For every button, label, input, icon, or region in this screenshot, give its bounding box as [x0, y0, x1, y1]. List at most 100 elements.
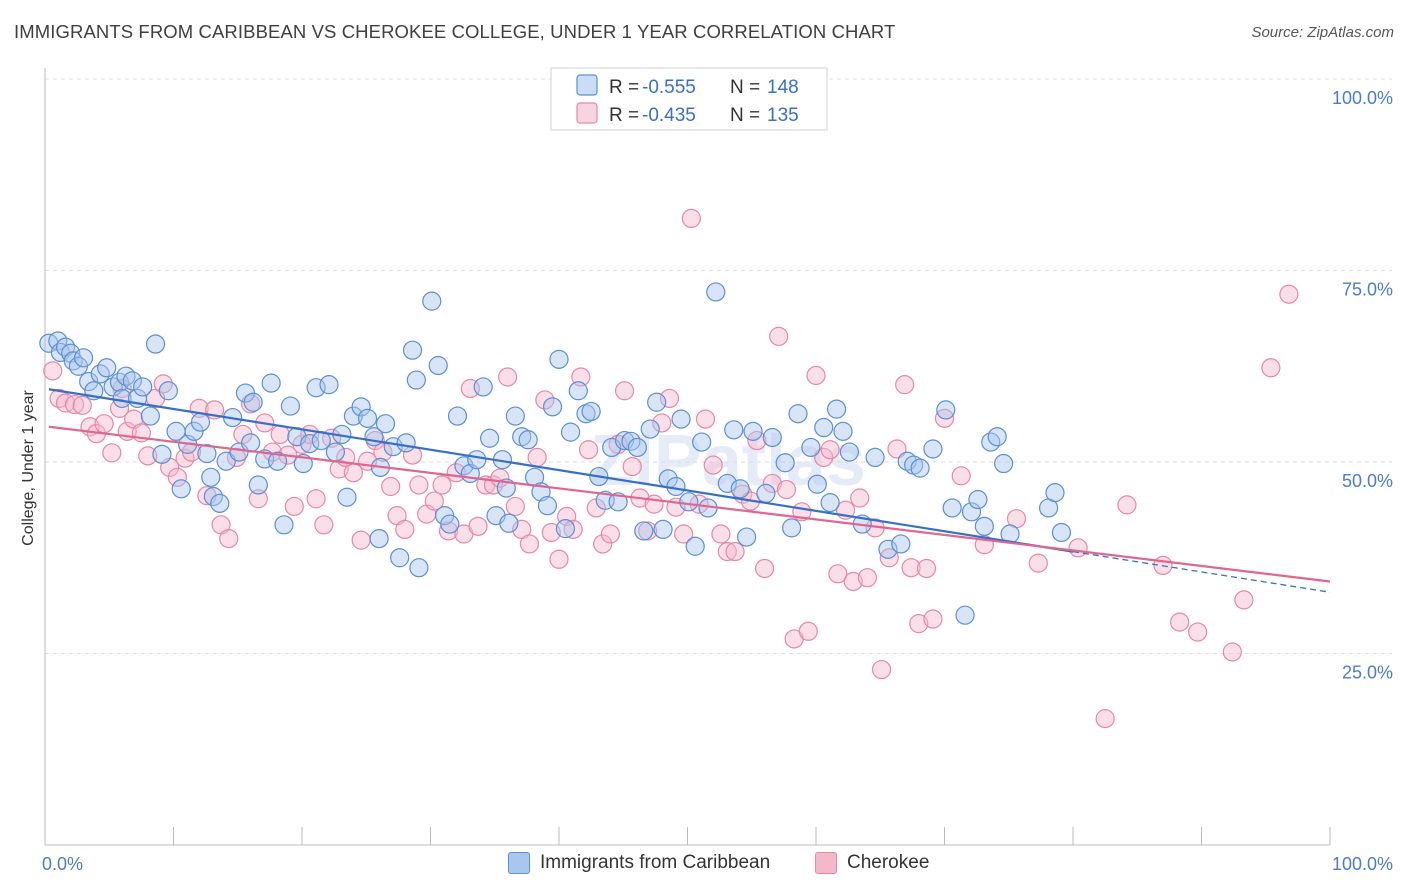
trend-line-caribbean-extension — [1072, 550, 1331, 593]
data-point — [807, 474, 827, 494]
data-point — [535, 390, 555, 410]
data-point — [640, 419, 660, 439]
data-point — [248, 489, 268, 509]
data-point — [901, 558, 921, 578]
data-point — [138, 446, 158, 466]
data-point — [788, 404, 808, 424]
data-point — [627, 437, 647, 458]
data-point — [145, 334, 166, 354]
data-point — [171, 479, 191, 499]
data-point — [43, 361, 63, 381]
data-point — [857, 568, 878, 588]
data-point — [942, 498, 962, 518]
data-point — [1170, 612, 1190, 632]
caribbean-points — [39, 282, 1072, 625]
bottom-legend-cherokee: Cherokee — [815, 852, 929, 874]
data-point — [337, 487, 357, 507]
data-point — [406, 370, 426, 390]
data-point — [549, 349, 569, 369]
legend-n-label-2: N = — [730, 105, 760, 126]
data-point — [936, 400, 956, 420]
data-point — [314, 515, 334, 535]
data-point — [706, 282, 726, 302]
data-point — [737, 527, 757, 547]
data-point — [801, 437, 821, 458]
data-point — [814, 417, 834, 438]
data-point — [961, 502, 982, 522]
data-point — [241, 433, 261, 453]
trend-lines — [48, 388, 1331, 593]
data-point — [652, 413, 672, 433]
data-point — [390, 548, 410, 568]
data-point — [133, 377, 153, 397]
source-label: Source: ZipAtlas.com — [1251, 24, 1394, 41]
data-point — [280, 396, 301, 416]
data-point — [267, 451, 288, 471]
data-point — [357, 408, 378, 428]
data-point — [820, 440, 840, 460]
data-point — [725, 542, 745, 562]
data-point — [210, 493, 230, 513]
data-point — [381, 476, 401, 497]
data-point — [432, 475, 452, 495]
data-point — [711, 524, 731, 544]
data-point — [243, 392, 263, 412]
data-point — [369, 528, 389, 549]
data-point — [306, 489, 326, 509]
data-point — [325, 442, 346, 462]
y-tick-label: 75.0% — [1342, 280, 1393, 300]
data-point — [974, 516, 994, 536]
data-point — [674, 524, 694, 544]
data-point — [806, 365, 826, 386]
data-point — [887, 439, 907, 459]
data-point — [653, 519, 673, 540]
legend-swatch-blue — [576, 74, 598, 96]
legend-swatch-pink — [576, 102, 598, 124]
data-point — [97, 358, 117, 378]
data-point — [140, 406, 160, 426]
data-point — [679, 492, 699, 512]
data-point — [284, 496, 304, 517]
data-point — [717, 542, 737, 562]
legend-r-label-1: R = — [609, 77, 639, 98]
data-point — [1234, 590, 1254, 610]
data-point — [102, 443, 122, 463]
data-point — [270, 424, 290, 445]
legend-r-value-1: -0.555 — [642, 77, 696, 98]
data-point — [798, 621, 818, 641]
data-point — [659, 388, 680, 409]
y-tick-label: 25.0% — [1342, 663, 1393, 683]
data-point — [634, 521, 654, 541]
data-point — [762, 427, 782, 448]
y-tick-label: 100.0% — [1332, 88, 1393, 108]
data-point — [1261, 358, 1281, 378]
data-point — [396, 433, 416, 453]
trend-line-cherokee — [48, 425, 1331, 583]
data-point — [622, 456, 642, 477]
data-point — [671, 409, 691, 429]
data-point — [527, 447, 547, 468]
legend-label-cherokee: Cherokee — [847, 852, 930, 873]
data-point — [261, 373, 281, 393]
bottom-legend-caribbean: Immigrants from Caribbean — [508, 852, 770, 874]
data-point — [878, 539, 898, 559]
data-point — [703, 455, 723, 475]
data-point — [730, 479, 750, 499]
data-point — [909, 614, 929, 634]
data-point — [994, 453, 1014, 474]
data-point — [555, 519, 576, 539]
data-point — [814, 447, 834, 468]
data-point — [910, 458, 930, 478]
data-point — [581, 401, 601, 422]
data-point — [541, 522, 561, 543]
data-point — [820, 492, 840, 513]
data-point — [695, 409, 716, 429]
data-point — [447, 406, 468, 426]
y-tick-labels: 100.0% 75.0% 50.0% 25.0% — [1332, 88, 1393, 683]
legend-n-label-1: N = — [730, 77, 760, 98]
data-point — [776, 479, 797, 500]
data-point — [424, 491, 444, 511]
data-point — [850, 488, 870, 508]
data-point — [600, 524, 621, 544]
data-point — [891, 534, 911, 554]
